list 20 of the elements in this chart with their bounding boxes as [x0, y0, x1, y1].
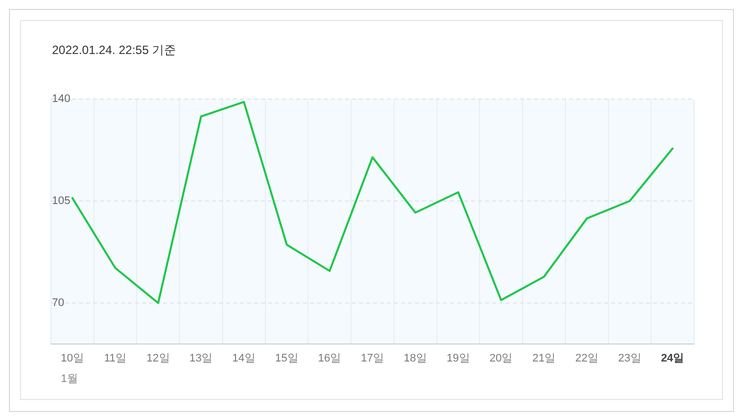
x-tick-label: 13일 [189, 352, 213, 364]
x-tick-label: 18일 [404, 352, 427, 364]
x-tick-label: 23일 [618, 352, 642, 364]
x-tick-label: 10일 [60, 352, 84, 364]
x-tick-label: 12일 [146, 352, 170, 364]
x-tick-label: 17일 [360, 352, 384, 364]
y-tick-label: 105 [52, 195, 70, 208]
x-tick-label: 16일 [318, 352, 342, 364]
x-tick-label: 21일 [532, 352, 556, 364]
text: 1월 [60, 372, 78, 385]
x-tick-label: 14일 [232, 352, 256, 364]
x-tick-label: 19일 [446, 352, 470, 364]
chart-title: 2022.01.24. 22:55 기준 [52, 42, 176, 58]
x-tick-label: 11일 [104, 352, 127, 364]
y-tick-label: 140 [52, 93, 70, 106]
x-tick-label: 20일 [489, 352, 513, 364]
y-tick-label: 70 [52, 297, 64, 310]
x-tick-label: 22일 [575, 352, 598, 364]
x-tick-label: 15일 [275, 352, 298, 364]
x-tick-label: 24일 [660, 352, 684, 364]
